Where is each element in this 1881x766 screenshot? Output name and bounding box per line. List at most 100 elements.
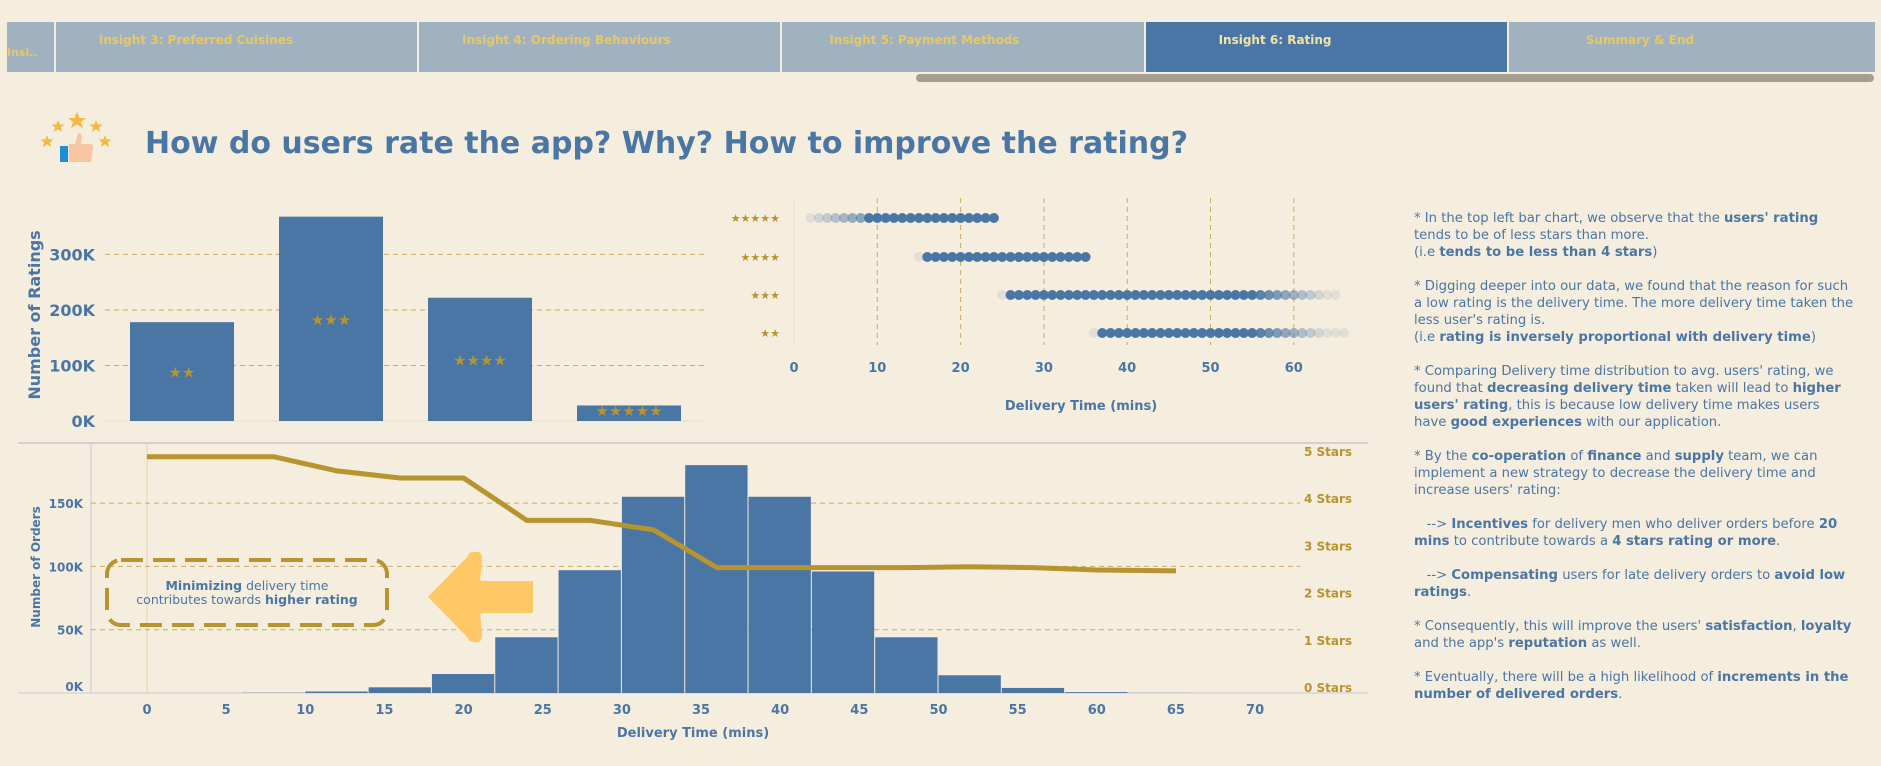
histogram-bar <box>1065 692 1128 693</box>
dot <box>1180 328 1191 338</box>
note-text: --> <box>1414 517 1452 532</box>
dot <box>997 252 1008 262</box>
dot <box>1305 328 1316 338</box>
y-tick-label: 200K <box>49 301 95 320</box>
dot <box>980 213 991 223</box>
bar-star-label: ★★ <box>169 364 196 382</box>
dot <box>930 252 941 262</box>
dot <box>1047 252 1058 262</box>
note-emphasis: Compensating <box>1451 568 1558 583</box>
y-tick-label: 150K <box>49 497 84 511</box>
note-emphasis: avoid low ratings <box>1414 568 1846 600</box>
note-text: of <box>1566 449 1588 464</box>
x-tick-label: 5 <box>222 703 231 718</box>
dot <box>830 213 841 223</box>
dot <box>1238 328 1249 338</box>
x-tick-label: 65 <box>1167 703 1185 718</box>
dot <box>1130 290 1141 300</box>
histogram-bar <box>305 691 368 693</box>
x-tick-label: 0 <box>789 361 798 376</box>
insight-note: * In the top left bar chart, we observe … <box>1414 210 1854 261</box>
dot <box>1030 290 1041 300</box>
dot <box>1280 290 1291 300</box>
note-text: . <box>1466 585 1472 600</box>
dot <box>1322 290 1333 300</box>
dot <box>1188 328 1199 338</box>
dot <box>980 252 991 262</box>
y-tick-label: 100K <box>49 356 95 375</box>
histogram-bar <box>875 637 938 693</box>
note-text: --> <box>1414 568 1452 583</box>
y-tick-label: 100K <box>49 560 84 574</box>
dot <box>880 213 891 223</box>
right-tick-label: 0 Stars <box>1304 681 1352 695</box>
bar-star-label: ★★★★ <box>453 351 507 369</box>
dot <box>1063 290 1074 300</box>
bar-3-stars <box>279 216 383 421</box>
dot <box>855 213 866 223</box>
page-title: How do users rate the app? Why? How to i… <box>145 126 1189 161</box>
tab-summary[interactable]: Summary & End <box>1508 22 1875 72</box>
note-emphasis: Incentives <box>1451 517 1529 532</box>
dot <box>938 252 949 262</box>
x-axis-label: Delivery Time (mins) <box>1005 399 1157 414</box>
x-tick-label: 55 <box>1009 703 1027 718</box>
tab-insight-5[interactable]: Insight 5: Payment Methods <box>782 22 1144 72</box>
dot <box>863 213 874 223</box>
histogram-bar <box>1001 687 1065 693</box>
dot <box>1213 328 1224 338</box>
dot <box>1072 252 1083 262</box>
dot <box>905 213 916 223</box>
note-emphasis: users' rating <box>1724 211 1819 226</box>
row-label: ★★ <box>760 327 780 340</box>
note-text: * Comparing Delivery time distribution t… <box>1414 364 1834 396</box>
note-text: with our application. <box>1581 415 1722 430</box>
x-tick-label: 15 <box>375 703 393 718</box>
note-emphasis: satisfaction <box>1705 619 1793 634</box>
annotation-box <box>105 558 389 627</box>
dot <box>1322 328 1333 338</box>
dot <box>947 252 958 262</box>
x-tick-label: 10 <box>868 361 886 376</box>
bar-2-stars <box>130 322 234 421</box>
tab-insight-4[interactable]: Insight 4: Ordering Behaviours <box>419 22 781 72</box>
dot <box>1230 328 1241 338</box>
dot <box>1155 328 1166 338</box>
y-axis-label: Number of Orders <box>29 506 43 627</box>
dot <box>1138 328 1149 338</box>
note-text: , this is because low delivery time make… <box>1414 398 1820 430</box>
note-emphasis: higher users' rating <box>1414 381 1841 413</box>
note-text: for delivery men who deliver orders befo… <box>1528 517 1819 532</box>
dot <box>1197 328 1208 338</box>
dot <box>1288 328 1299 338</box>
dot <box>1113 290 1124 300</box>
dot <box>1005 252 1016 262</box>
note-emphasis: increments in the number of delivered or… <box>1414 670 1849 702</box>
tab-insight-2[interactable]: Insi.. <box>7 22 54 72</box>
dot <box>1288 290 1299 300</box>
insight-note: * Comparing Delivery time distribution t… <box>1414 363 1854 431</box>
dot <box>1122 290 1133 300</box>
annotation-text: contributes towards higher rating <box>136 592 357 607</box>
right-tick-label: 5 Stars <box>1304 445 1352 459</box>
note-text: ) <box>1652 245 1658 260</box>
note-emphasis: 4 stars rating or more <box>1612 534 1777 549</box>
dot <box>1247 328 1258 338</box>
dot <box>1047 290 1058 300</box>
annotation-text: Minimizing delivery time <box>165 578 328 593</box>
annotation-normal: delivery time <box>242 578 329 593</box>
dot <box>1313 290 1324 300</box>
insight-note: * By the co-operation of finance and sup… <box>1414 448 1854 499</box>
dot <box>1247 290 1258 300</box>
dot <box>1105 290 1116 300</box>
tab-scrollbar[interactable] <box>916 74 1874 82</box>
dot <box>1263 290 1274 300</box>
note-emphasis: reputation <box>1508 636 1588 651</box>
bar-4-stars <box>428 297 532 421</box>
dot <box>955 252 966 262</box>
tab-insight-6[interactable]: Insight 6: Rating <box>1145 22 1507 72</box>
histogram-bar <box>811 571 875 693</box>
tab-insight-3[interactable]: Insight 3: Preferred Cuisines <box>55 22 418 72</box>
x-tick-label: 40 <box>771 703 789 718</box>
